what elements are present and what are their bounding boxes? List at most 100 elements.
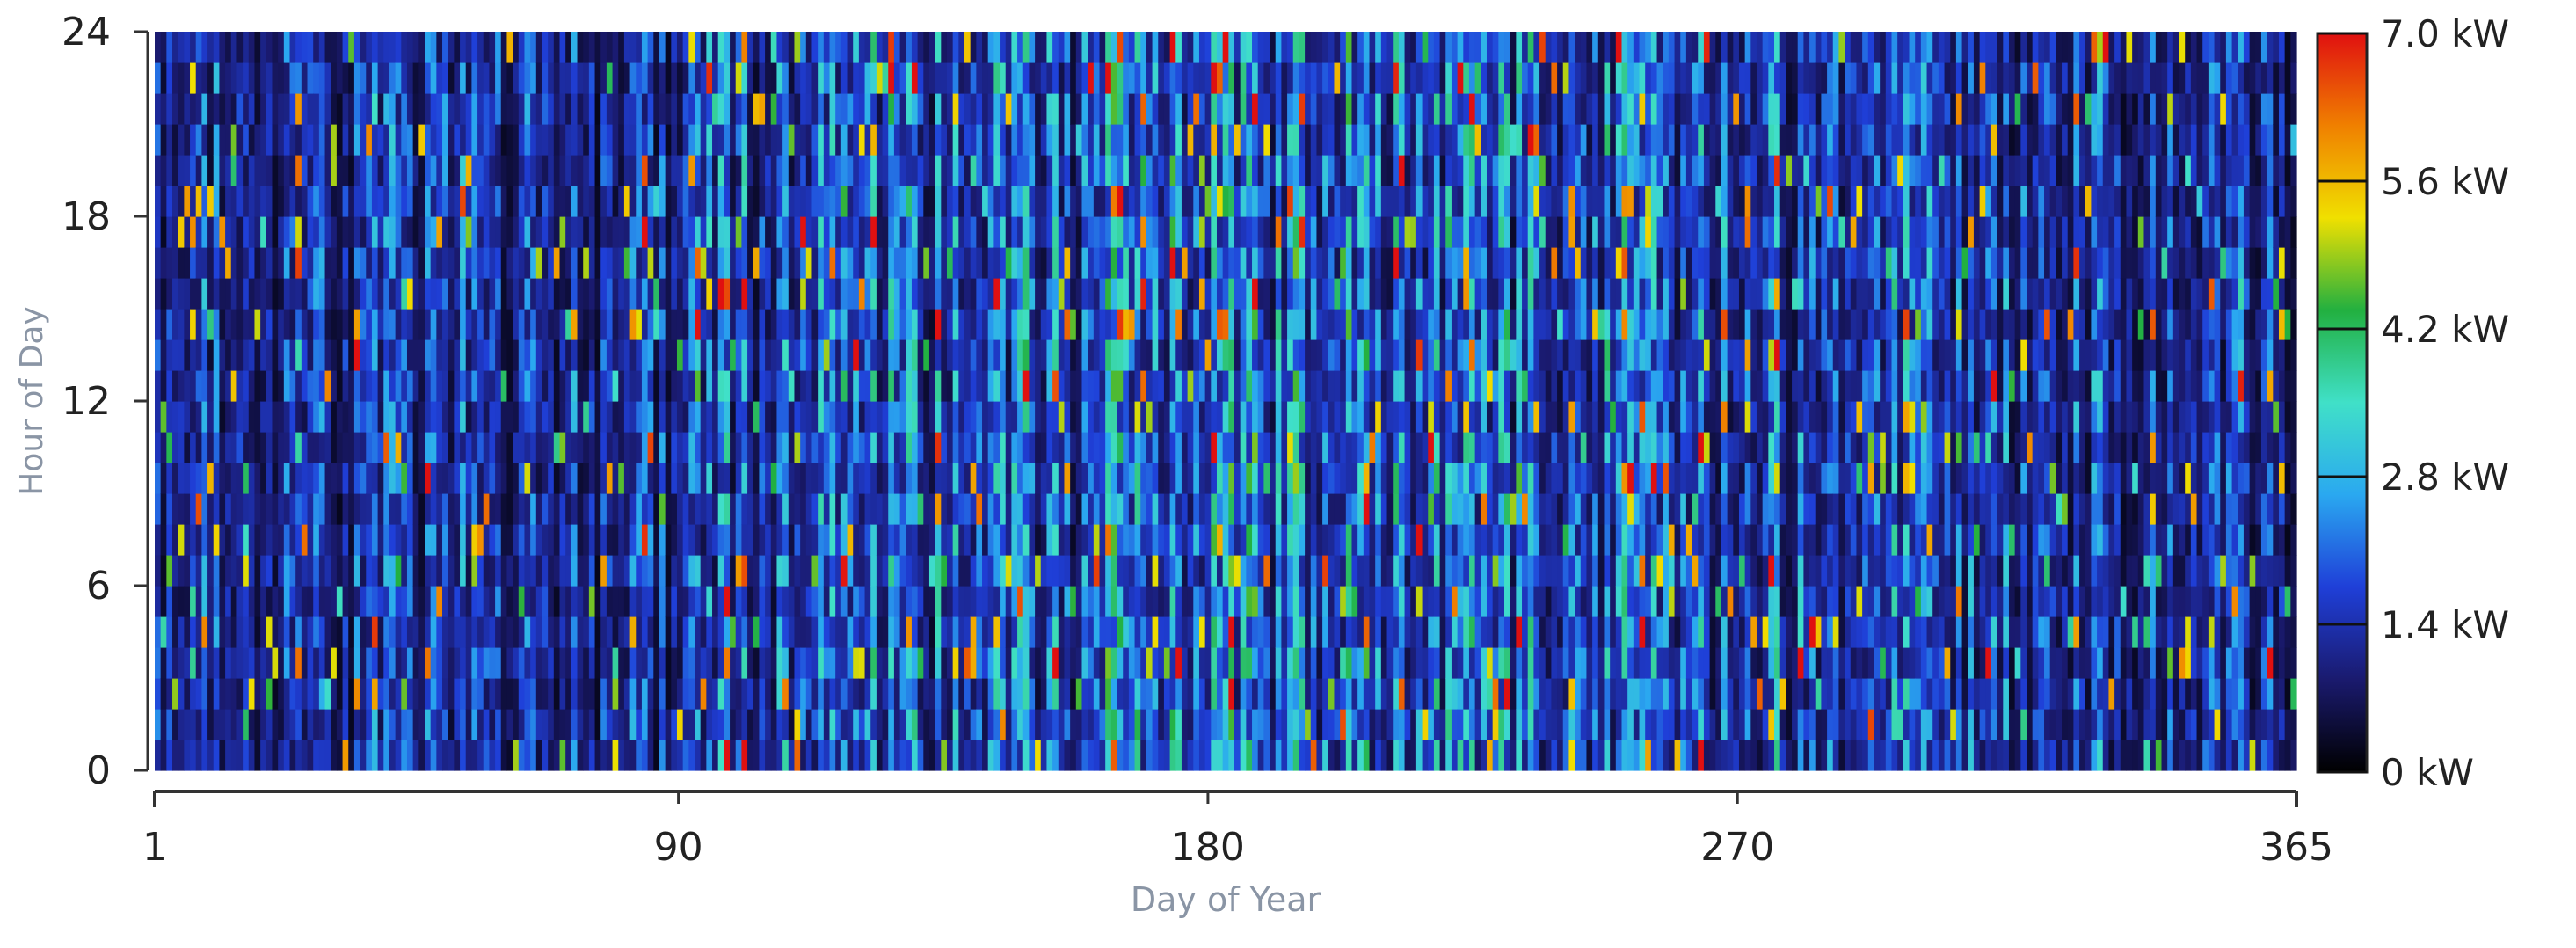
heatmap-cell — [1140, 709, 1147, 740]
heatmap-cell — [1305, 432, 1312, 463]
heatmap-cell — [1363, 463, 1371, 494]
heatmap-cell — [782, 339, 790, 371]
heatmap-cell — [1105, 463, 1112, 494]
heatmap-cell — [360, 555, 367, 587]
heatmap-cell — [524, 216, 531, 248]
heatmap-cell — [706, 155, 713, 186]
heatmap-cell — [864, 124, 871, 156]
heatmap-cell — [207, 678, 215, 710]
heatmap-cell — [336, 432, 344, 463]
heatmap-cell — [1017, 32, 1024, 63]
heatmap-cell — [483, 370, 491, 402]
heatmap-cell — [1181, 555, 1189, 587]
heatmap-cell — [184, 555, 191, 587]
heatmap-cell — [1110, 647, 1118, 679]
heatmap-cell — [548, 32, 555, 63]
heatmap-cell — [1081, 616, 1088, 648]
heatmap-cell — [952, 370, 959, 402]
heatmap-cell — [840, 709, 848, 740]
heatmap-cell — [201, 555, 208, 587]
heatmap-cell — [1099, 740, 1106, 771]
heatmap-cell — [383, 278, 390, 310]
heatmap-cell — [236, 432, 244, 463]
heatmap-cell — [941, 370, 948, 402]
heatmap-cell — [805, 247, 813, 279]
heatmap-cell — [155, 616, 162, 648]
heatmap-cell — [542, 124, 549, 156]
heatmap-cell — [371, 339, 379, 371]
heatmap-cell — [331, 32, 338, 63]
heatmap-cell — [1011, 647, 1018, 679]
heatmap-cell — [313, 155, 320, 186]
heatmap-cell — [782, 586, 790, 617]
heatmap-cell — [958, 555, 965, 587]
heatmap-cell — [1088, 555, 1095, 587]
heatmap-cell — [823, 524, 831, 556]
heatmap-cell — [395, 493, 402, 525]
heatmap-cell — [430, 586, 437, 617]
heatmap-cell — [243, 493, 250, 525]
heatmap-cell — [623, 647, 631, 679]
heatmap-cell — [876, 155, 884, 186]
heatmap-cell — [465, 247, 472, 279]
heatmap-cell — [1046, 401, 1053, 433]
heatmap-cell — [864, 370, 871, 402]
heatmap-cell — [1305, 678, 1312, 710]
heatmap-cell — [853, 740, 860, 771]
heatmap-cell — [283, 678, 291, 710]
heatmap-cell — [283, 186, 291, 217]
heatmap-cell — [471, 647, 478, 679]
heatmap-cell — [612, 740, 619, 771]
heatmap-cell — [278, 463, 285, 494]
heatmap-cell — [366, 493, 373, 525]
heatmap-cell — [318, 524, 326, 556]
heatmap-cell — [712, 555, 719, 587]
heatmap-cell — [230, 678, 238, 710]
heatmap-cell — [987, 32, 994, 63]
heatmap-cell — [735, 401, 742, 433]
heatmap-cell — [1064, 586, 1071, 617]
heatmap-cell — [331, 463, 338, 494]
heatmap-cell — [1275, 401, 1282, 433]
heatmap-cell — [1211, 155, 1218, 186]
heatmap-cell — [1351, 93, 1358, 125]
heatmap-cell — [858, 32, 866, 63]
heatmap-cell — [682, 647, 689, 679]
heatmap-cell — [401, 401, 408, 433]
heatmap-cell — [336, 463, 344, 494]
heatmap-cell — [266, 678, 273, 710]
heatmap-cell — [389, 247, 397, 279]
heatmap-cell — [840, 32, 848, 63]
heatmap-cell — [682, 678, 689, 710]
heatmap-cell — [383, 616, 390, 648]
heatmap-cell — [870, 678, 877, 710]
heatmap-cell — [190, 309, 197, 340]
heatmap-cell — [612, 493, 619, 525]
heatmap-cell — [155, 463, 162, 494]
heatmap-cell — [406, 678, 414, 710]
heatmap-cell — [1052, 32, 1059, 63]
heatmap-cell — [1088, 124, 1095, 156]
heatmap-cell — [1292, 278, 1300, 310]
heatmap-cell — [1152, 124, 1159, 156]
heatmap-cell — [612, 32, 619, 63]
heatmap-cell — [1204, 555, 1212, 587]
heatmap-cell — [535, 524, 543, 556]
heatmap-cell — [623, 555, 631, 587]
heatmap-cell — [184, 186, 191, 217]
heatmap-cell — [1351, 678, 1358, 710]
heatmap-cell — [1345, 678, 1353, 710]
heatmap-cell — [976, 155, 983, 186]
heatmap-cell — [870, 216, 877, 248]
heatmap-cell — [976, 339, 983, 371]
heatmap-cell — [1099, 93, 1106, 125]
heatmap-cell — [460, 555, 467, 587]
heatmap-cell — [759, 463, 766, 494]
heatmap-cell — [911, 216, 919, 248]
heatmap-cell — [717, 709, 724, 740]
heatmap-cell — [1275, 586, 1282, 617]
heatmap-cell — [1340, 309, 1347, 340]
heatmap-cell — [1123, 216, 1130, 248]
heatmap-cell — [853, 709, 860, 740]
heatmap-cell — [724, 309, 731, 340]
